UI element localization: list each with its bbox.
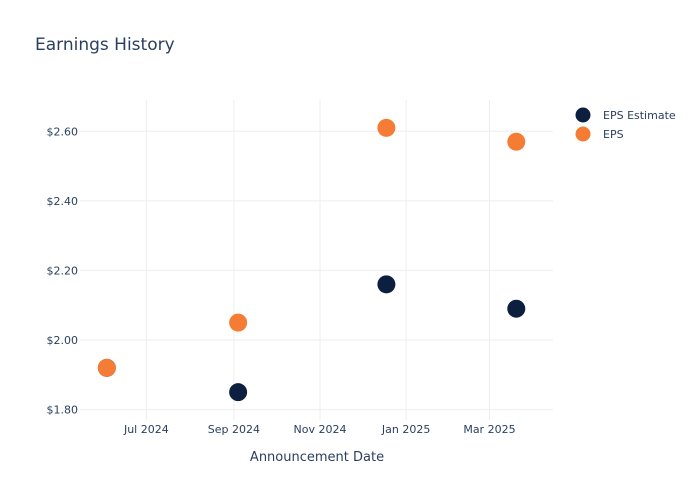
data-point-eps-estimate[interactable] <box>377 275 396 294</box>
legend-marker <box>575 126 591 142</box>
legend-marker <box>575 107 591 123</box>
x-axis: Jul 2024 Sep 2024 Nov 2024 Jan 2025 Mar 2025 <box>123 423 516 436</box>
data-point-eps[interactable] <box>229 313 248 332</box>
legend-item[interactable]: EPS <box>575 126 624 142</box>
data-point-eps[interactable] <box>507 132 526 151</box>
x-tick-label: Jan 2025 <box>381 423 430 436</box>
x-axis-title: Announcement Date <box>250 450 384 465</box>
data-point-eps[interactable] <box>97 358 116 377</box>
chart-title: Earnings History <box>35 35 175 55</box>
y-tick-label: $2.40 <box>47 195 79 208</box>
data-point-eps-estimate[interactable] <box>229 383 248 402</box>
y-tick-label: $2.20 <box>47 264 79 277</box>
y-tick-label: $2.60 <box>47 125 79 138</box>
legend-label: EPS Estimate <box>603 109 676 122</box>
x-tick-label: Mar 2025 <box>463 423 515 436</box>
data-points <box>97 118 526 402</box>
y-tick-label: $1.80 <box>47 404 79 417</box>
y-axis: $1.80 $2.00 $2.20 $2.40 $2.60 <box>47 125 79 416</box>
grid <box>80 100 553 420</box>
y-tick-label: $2.00 <box>47 334 79 347</box>
data-point-eps[interactable] <box>377 118 396 137</box>
legend-label: EPS <box>603 128 624 141</box>
x-tick-label: Jul 2024 <box>123 423 169 436</box>
x-tick-label: Nov 2024 <box>294 423 347 436</box>
data-point-eps-estimate[interactable] <box>507 299 526 318</box>
legend-item[interactable]: EPS Estimate <box>575 107 676 123</box>
legend[interactable]: EPS Estimate EPS <box>575 107 676 142</box>
x-tick-label: Sep 2024 <box>208 423 260 436</box>
